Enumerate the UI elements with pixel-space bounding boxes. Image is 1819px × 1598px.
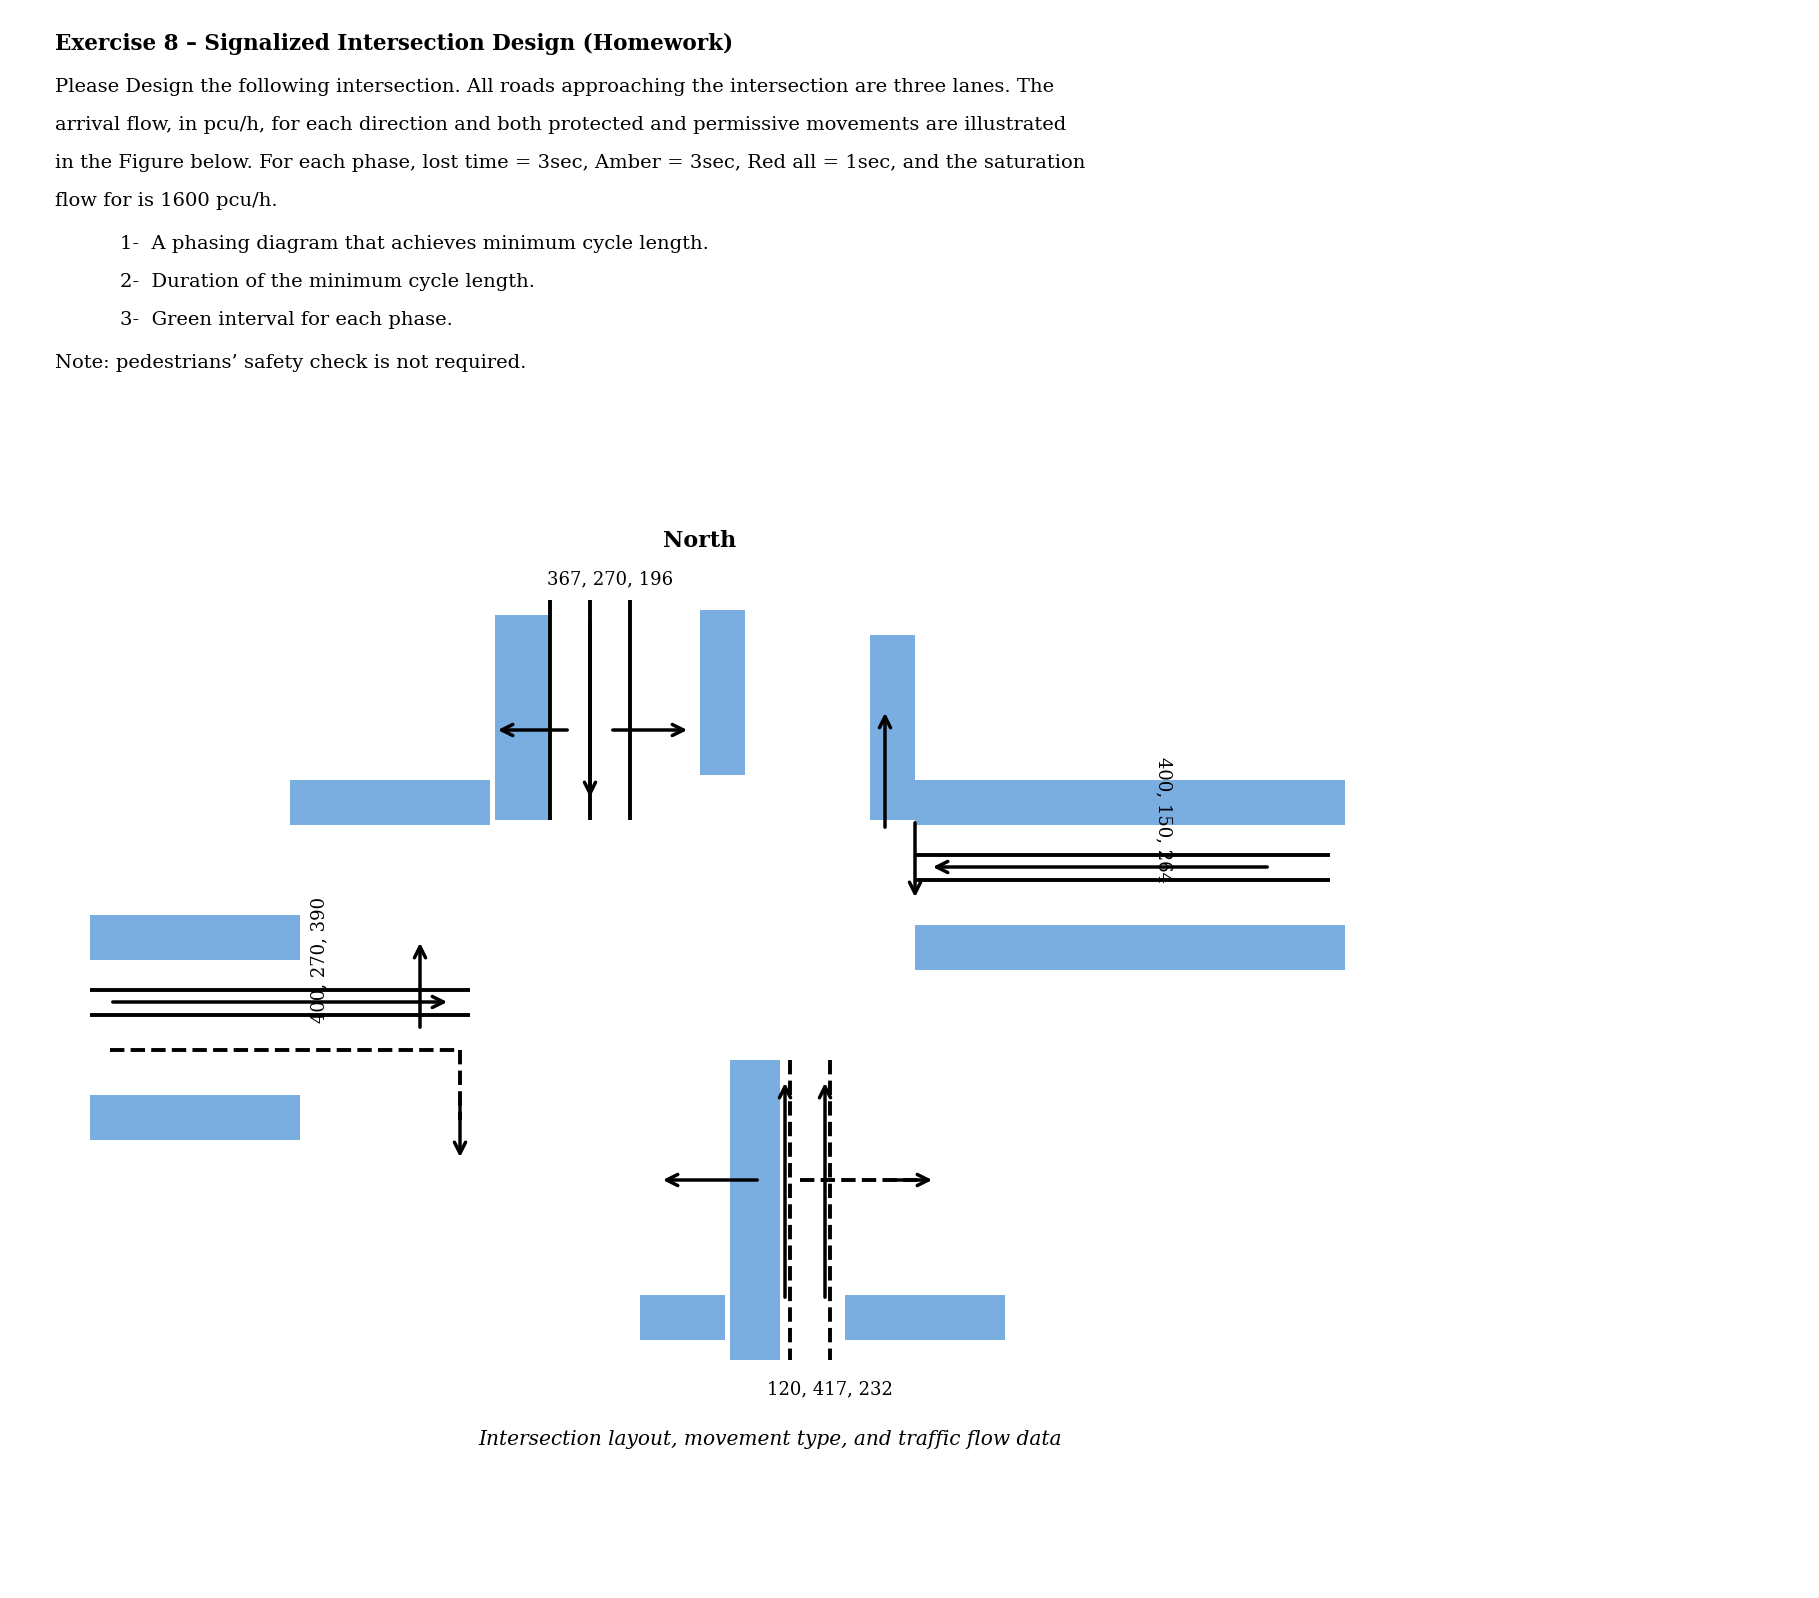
Bar [700,610,746,775]
Text: flow for is 1600 pcu/h.: flow for is 1600 pcu/h. [55,192,278,209]
Text: in the Figure below. For each phase, lost time = 3sec, Amber = 3sec, Red all = 1: in the Figure below. For each phase, los… [55,153,1086,173]
Bar [729,1059,780,1360]
Text: 1-  A phasing diagram that achieves minimum cycle length.: 1- A phasing diagram that achieves minim… [120,235,709,252]
Text: Intersection layout, movement type, and traffic flow data: Intersection layout, movement type, and … [478,1430,1062,1449]
Bar [846,1294,1006,1341]
Text: 2-  Duration of the minimum cycle length.: 2- Duration of the minimum cycle length. [120,273,535,291]
Bar [289,780,489,825]
Text: arrival flow, in pcu/h, for each direction and both protected and permissive mov: arrival flow, in pcu/h, for each directi… [55,117,1066,134]
Text: North: North [664,531,737,551]
Text: 120, 417, 232: 120, 417, 232 [768,1381,893,1398]
Text: 400, 150, 264: 400, 150, 264 [1155,757,1173,884]
Bar [915,925,1344,970]
Bar [495,615,549,820]
Bar [915,780,1344,825]
Bar [869,634,915,820]
Text: 400, 270, 390: 400, 270, 390 [309,896,327,1023]
Bar [89,916,300,960]
Bar [89,1095,300,1139]
Bar [640,1294,726,1341]
Text: 367, 270, 196: 367, 270, 196 [548,570,673,588]
Text: 3-  Green interval for each phase.: 3- Green interval for each phase. [120,312,453,329]
Text: Note: pedestrians’ safety check is not required.: Note: pedestrians’ safety check is not r… [55,355,526,372]
Text: Please Design the following intersection. All roads approaching the intersection: Please Design the following intersection… [55,78,1055,96]
Text: Exercise 8 – Signalized Intersection Design (Homework): Exercise 8 – Signalized Intersection Des… [55,34,733,54]
